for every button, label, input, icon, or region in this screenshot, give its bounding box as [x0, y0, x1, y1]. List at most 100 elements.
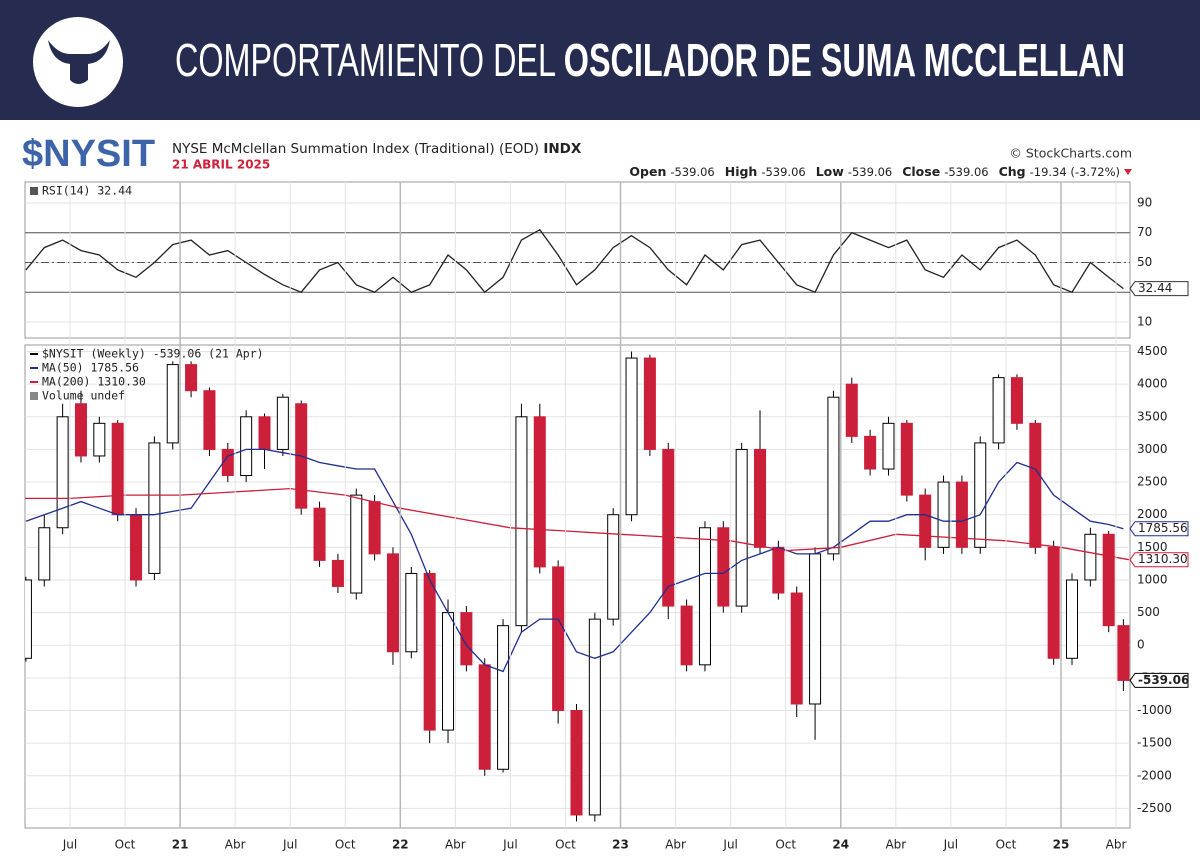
candle-body — [570, 710, 583, 816]
candle-body — [937, 481, 950, 548]
x-tick-label: Abr — [665, 838, 686, 852]
candle-body — [809, 553, 822, 705]
x-tick-label: 22 — [392, 838, 409, 852]
candle-body — [864, 435, 877, 470]
y-tick-label: 1000 — [1137, 572, 1168, 586]
panel — [25, 202, 1130, 323]
candle-body — [405, 572, 418, 653]
price-tag-label: 1785.56 — [1138, 521, 1188, 535]
candle-body — [25, 579, 32, 659]
candle-body — [533, 416, 546, 568]
candle-body — [386, 553, 399, 653]
candle-body — [258, 416, 271, 450]
candle-body — [460, 612, 473, 666]
candle-body — [240, 416, 253, 477]
y-tick-label: 2000 — [1137, 507, 1168, 521]
candle-body — [735, 448, 748, 607]
candle-body — [56, 416, 69, 529]
candle-body — [478, 664, 491, 770]
y-tick-label: 70 — [1137, 225, 1152, 239]
page-title: COMPORTAMIENTO DEL OSCILADOR DE SUMA MCC… — [175, 34, 1125, 86]
price-tag — [1129, 521, 1189, 537]
candle-body — [331, 559, 344, 588]
candle-body — [955, 481, 968, 548]
y-tick-label: 3000 — [1137, 442, 1168, 456]
price-tag — [1129, 672, 1189, 688]
y-tick-label: 90 — [1137, 195, 1152, 209]
legend-label: Volume undef — [42, 389, 125, 403]
series-line — [25, 448, 1124, 673]
description-text: NYSE McMclellan Summation Index (Traditi… — [172, 141, 539, 157]
title-light: COMPORTAMIENTO DEL — [175, 34, 564, 86]
candle-body — [185, 364, 198, 392]
legend-label: MA(200) 1310.30 — [42, 375, 146, 389]
y-tick-label: 500 — [1137, 605, 1160, 619]
chart-date: 21 ABRIL 2025 — [172, 158, 270, 172]
candle-body — [93, 422, 106, 457]
candle-body — [423, 572, 436, 731]
x-tick-label: Abr — [445, 838, 466, 852]
candle-body — [1102, 533, 1115, 627]
x-tick-label: Abr — [225, 838, 246, 852]
x-tick-label: Oct — [775, 838, 796, 852]
candle-body — [552, 566, 565, 712]
y-tick-label: 4500 — [1137, 344, 1168, 358]
quote-label: Close — [902, 164, 940, 179]
candle-body — [827, 396, 840, 555]
candle-body — [497, 625, 510, 770]
price-tag — [1129, 281, 1189, 297]
candle-body — [111, 422, 124, 516]
x-tick-label: 23 — [612, 838, 629, 852]
legend-label: MA(50) 1785.56 — [42, 361, 139, 375]
candle-body — [221, 448, 234, 477]
quote-value: -19.34 (-3.72%) — [1030, 165, 1120, 179]
x-tick-label: Jul — [943, 838, 958, 852]
rsi-frame — [24, 181, 1131, 339]
x-tick-label: Abr — [885, 838, 906, 852]
price-tag-label: 32.44 — [1138, 281, 1172, 295]
y-tick-label: 2500 — [1137, 475, 1168, 489]
title-bold: OSCILADOR DE SUMA MCCLELLAN — [564, 34, 1125, 86]
x-tick-label: Oct — [115, 838, 136, 852]
candle-body — [919, 494, 932, 548]
y-tick-label: 3500 — [1137, 409, 1168, 423]
x-tick-label: Jul — [502, 838, 517, 852]
candle-body — [698, 527, 711, 666]
quote-label: High — [725, 164, 758, 179]
y-tick-label: 50 — [1137, 255, 1152, 269]
quote-label: Chg — [999, 164, 1026, 179]
price-tag-label: 1310.30 — [1138, 552, 1188, 566]
y-tick-label: -2000 — [1137, 768, 1172, 782]
y-tick-label: 10 — [1137, 314, 1152, 328]
candle-body — [442, 612, 455, 731]
panel — [25, 351, 1130, 822]
y-tick-label: 0 — [1137, 638, 1145, 652]
candle-body — [166, 364, 179, 444]
series-line — [25, 228, 1124, 294]
price-tag — [1129, 552, 1189, 568]
candle-body — [588, 618, 601, 816]
x-tick-label: 21 — [172, 838, 189, 852]
quote-value: -539.06 — [944, 165, 988, 179]
candle-body — [900, 422, 913, 496]
candle-body — [74, 403, 87, 457]
source: © StockCharts.com — [1009, 146, 1132, 161]
x-tick-label: Oct — [555, 838, 576, 852]
candle-body — [148, 442, 161, 574]
candle-body — [350, 494, 363, 594]
candle-body — [607, 514, 620, 620]
candle-body — [974, 442, 987, 548]
candle-body — [1066, 579, 1079, 659]
legend-label: RSI(14) 32.44 — [42, 184, 132, 198]
quote-label: Low — [816, 164, 845, 179]
candle-body — [1117, 625, 1130, 681]
y-tick-label: 1500 — [1137, 540, 1168, 554]
quote-bar: Open -539.06 High -539.06 Low -539.06 Close -53… — [629, 164, 1120, 179]
description: NYSE McMclellan Summation Index (Traditi… — [172, 141, 582, 157]
candle-body — [515, 416, 528, 627]
candle-body — [1029, 422, 1042, 548]
candle-body — [772, 546, 785, 594]
y-tick-label: -1500 — [1137, 736, 1172, 750]
candle-body — [368, 501, 381, 555]
